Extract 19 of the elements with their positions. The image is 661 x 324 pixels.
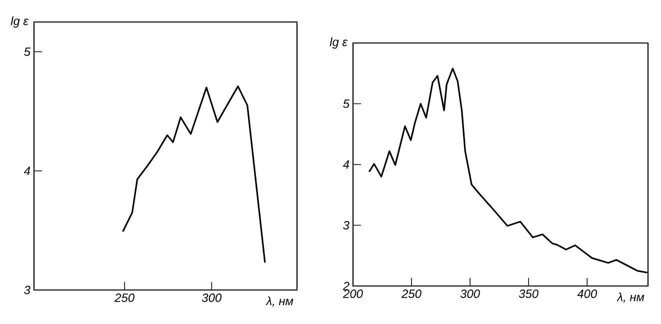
y-tick-label: 2 — [342, 282, 350, 290]
x-tick-label: 250 — [402, 290, 422, 298]
line-series — [122, 86, 266, 264]
y-tick-label: 3 — [343, 221, 350, 230]
x-axis-title: λ, нм — [266, 296, 294, 307]
y-tick-label: 5 — [24, 48, 31, 56]
x-tick-label: 250 — [114, 294, 134, 302]
y-tick-label: 4 — [24, 166, 30, 175]
x-axis-title: λ, нм — [616, 292, 644, 303]
x-tick-label: 350 — [518, 290, 538, 298]
y-tick-label: 5 — [343, 100, 350, 108]
x-tick-label: 200 — [342, 290, 363, 298]
y-axis-title: lg ε — [330, 37, 348, 49]
x-tick-label: 300 — [202, 294, 222, 302]
y-tick-label: 3 — [24, 286, 30, 294]
x-tick-label: 400 — [577, 290, 597, 298]
y-axis-title: lg ε — [10, 16, 29, 28]
x-tick-label: 300 — [460, 290, 480, 298]
y-tick-label: 4 — [342, 160, 350, 169]
